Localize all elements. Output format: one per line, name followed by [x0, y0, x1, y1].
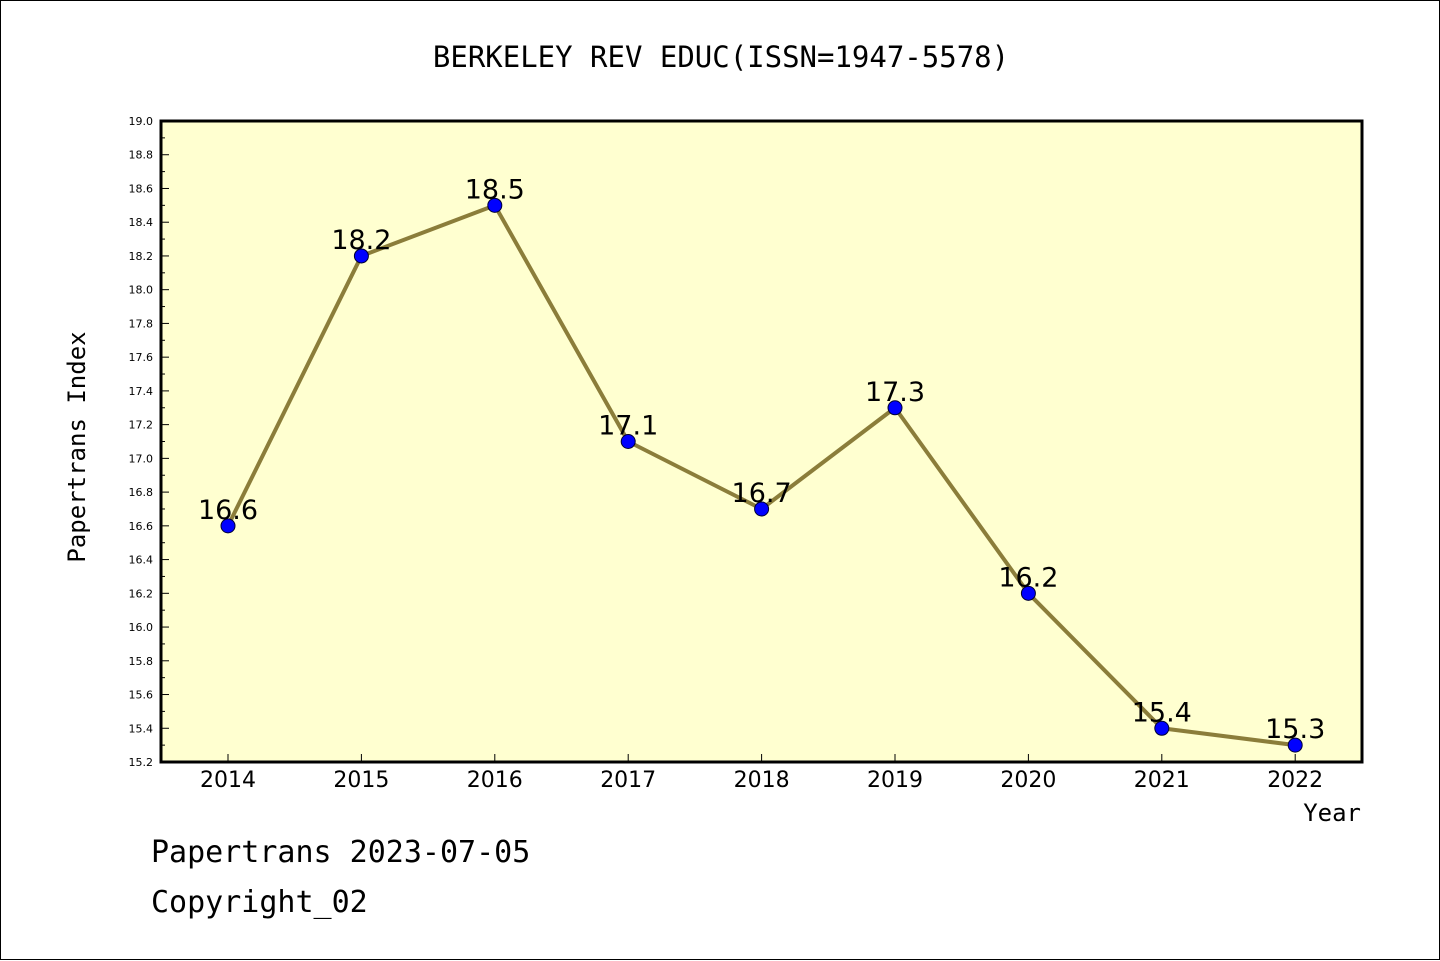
y-tick-label: 16.8 [129, 486, 154, 499]
data-point [620, 434, 636, 449]
x-tick-label: 2022 [1267, 768, 1323, 793]
plot-border [159, 119, 1364, 764]
x-tick-label: 2014 [200, 768, 256, 793]
y-tick-label: 15.6 [129, 689, 154, 702]
y-tick-label: 17.2 [129, 419, 154, 432]
y-tick-label: 15.2 [129, 756, 154, 769]
data-label: 15.4 [1132, 697, 1192, 728]
y-axis: 15.2 15.4 15.6 15.8 16.0 16.2 16.4 16.6 16.8 17.0… [129, 115, 169, 769]
data-label: 17.3 [865, 377, 925, 408]
x-tick-label: 2018 [734, 768, 790, 793]
y-tick-label: 15.4 [129, 722, 154, 735]
data-label: 17.1 [598, 411, 658, 442]
x-axis-title: Year [1303, 799, 1361, 827]
x-axis: 2014 2015 2016 2017 2018 2019 2020 2021 2022 [200, 754, 1323, 793]
data-point [220, 518, 236, 534]
y-axis-title: Papertrans Index [63, 331, 91, 562]
data-point [353, 248, 369, 264]
x-tick-label: 2015 [333, 768, 389, 793]
data-label: 16.6 [198, 495, 258, 526]
y-tick-label: 17.6 [129, 351, 154, 364]
y-tick-label: 16.2 [129, 587, 154, 600]
data-label: 16.2 [998, 562, 1058, 593]
y-tick-label: 18.4 [129, 216, 154, 229]
data-point [887, 400, 903, 416]
data-point [1154, 720, 1170, 736]
data-label: 15.3 [1265, 714, 1325, 745]
x-tick-label: 2019 [867, 768, 923, 793]
x-tick-label: 2017 [600, 768, 656, 793]
y-tick-label: 16.4 [129, 554, 154, 567]
data-point [1287, 737, 1303, 753]
y-tick-label: 17.4 [129, 385, 154, 398]
plot-area [161, 121, 1362, 762]
y-tick-label: 17.8 [129, 317, 154, 330]
footer-date: Papertrans 2023-07-05 [151, 835, 531, 870]
y-tick-label: 18.6 [129, 182, 154, 195]
data-label: 18.2 [331, 225, 391, 256]
y-tick-label: 18.2 [129, 250, 154, 263]
data-point [754, 501, 770, 517]
y-tick-label: 19.0 [129, 115, 154, 128]
y-tick-label: 16.6 [129, 520, 154, 533]
y-tick-label: 16.0 [129, 621, 154, 634]
footer-copyright: Copyright_02 [151, 885, 368, 920]
data-label: 18.5 [465, 174, 525, 205]
x-tick-label: 2020 [1000, 768, 1056, 793]
data-label: 16.7 [732, 478, 792, 509]
chart-title: BERKELEY REV EDUC(ISSN=1947-5578) [433, 40, 1009, 74]
series-layer: 16.6 18.2 18.5 17.1 16.7 17.3 16.2 15.4 15.3 [198, 174, 1325, 753]
y-tick-label: 18.8 [129, 149, 154, 162]
y-tick-label: 15.8 [129, 655, 154, 668]
x-tick-label: 2021 [1134, 768, 1190, 793]
y-tick-label: 18.0 [129, 284, 154, 297]
x-tick-label: 2016 [467, 768, 523, 793]
data-point [1020, 585, 1036, 601]
y-tick-label: 17.0 [129, 452, 154, 465]
data-point [487, 197, 503, 213]
